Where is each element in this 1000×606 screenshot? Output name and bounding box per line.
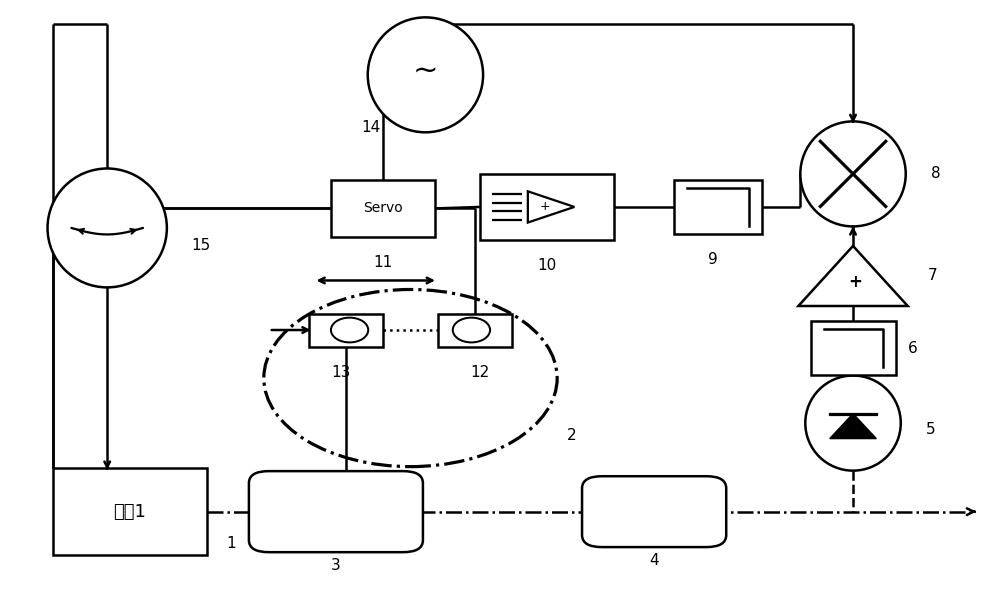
FancyBboxPatch shape <box>582 476 726 547</box>
Bar <box>811 321 896 375</box>
Bar <box>674 180 762 234</box>
Text: ~: ~ <box>413 56 438 85</box>
Text: 11: 11 <box>374 255 393 270</box>
Polygon shape <box>830 414 876 439</box>
Text: 12: 12 <box>470 365 490 379</box>
Text: 14: 14 <box>361 120 380 135</box>
Ellipse shape <box>331 318 368 342</box>
Text: 光梳1: 光梳1 <box>113 502 146 521</box>
Ellipse shape <box>48 168 167 287</box>
Text: 13: 13 <box>331 365 351 379</box>
Ellipse shape <box>368 18 483 132</box>
Text: 7: 7 <box>928 268 937 284</box>
Text: 1: 1 <box>227 536 236 551</box>
Text: 5: 5 <box>925 422 935 436</box>
Text: 9: 9 <box>708 252 718 267</box>
FancyBboxPatch shape <box>249 471 423 552</box>
Text: 3: 3 <box>331 558 341 573</box>
Ellipse shape <box>800 121 906 227</box>
Bar <box>53 468 207 555</box>
Text: Servo: Servo <box>363 201 403 215</box>
Ellipse shape <box>453 318 490 342</box>
Text: 8: 8 <box>931 167 940 181</box>
Bar <box>438 313 512 347</box>
Bar <box>309 313 383 347</box>
Text: 4: 4 <box>649 553 659 568</box>
Ellipse shape <box>805 376 901 471</box>
Text: 6: 6 <box>908 341 917 356</box>
Text: +: + <box>848 273 862 291</box>
Bar <box>331 180 435 237</box>
Text: 15: 15 <box>192 238 211 253</box>
Text: +: + <box>539 200 550 213</box>
Text: 10: 10 <box>538 258 557 273</box>
Bar <box>480 174 614 240</box>
Text: 2: 2 <box>567 428 577 442</box>
